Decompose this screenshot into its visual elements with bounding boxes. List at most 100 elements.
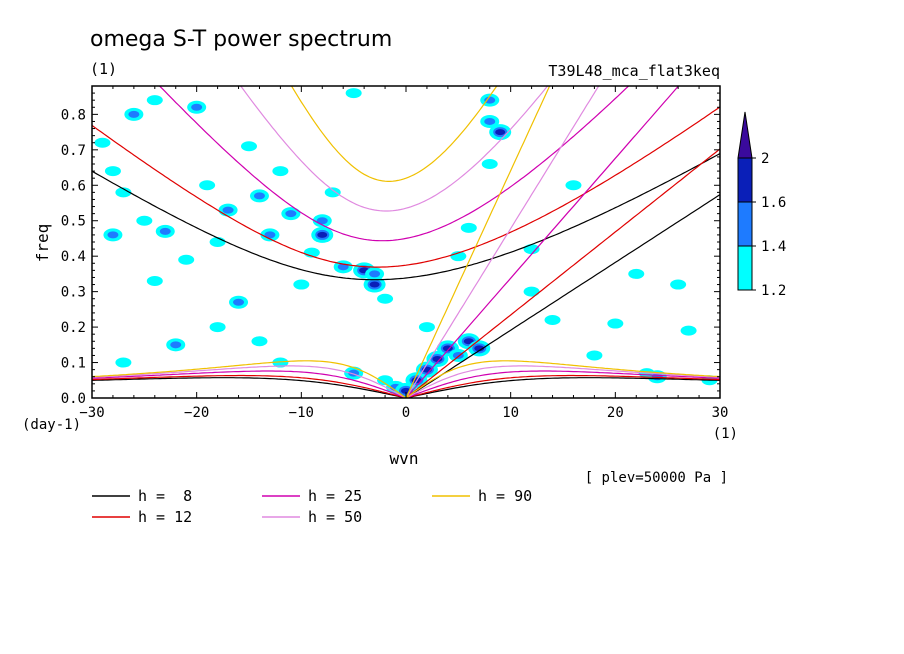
power-blob-level3	[317, 231, 328, 238]
power-blob	[94, 137, 111, 148]
x-tick-label: −20	[184, 405, 209, 421]
power-blob	[460, 222, 477, 233]
plot-area: −30 −20 −10 0 10 20 30 0.0 0.1 0.2 0.3 0.4 0.5 0.6 0.7…	[61, 85, 729, 421]
power-blob-level3	[369, 281, 380, 288]
level-note: [ plev=50000 Pa ]	[585, 470, 728, 486]
power-blob	[209, 322, 226, 333]
power-blob	[272, 357, 289, 368]
power-blob	[241, 141, 257, 152]
power-blob	[115, 357, 132, 368]
power-blob-level2	[253, 192, 265, 200]
colorbar-arrow	[737, 111, 753, 159]
power-blob	[670, 279, 687, 290]
power-blob	[272, 166, 289, 177]
power-blob	[146, 276, 163, 286]
x-tick-label: 20	[607, 405, 624, 421]
y-tick-label: 0.2	[61, 320, 86, 336]
plot-frame	[91, 85, 721, 399]
axis-ticks: −30 −20 −10 0 10 20 30 0.0 0.1 0.2 0.3 0.4 0.5 0.6 0.7…	[61, 86, 729, 421]
power-blob-level2	[128, 110, 140, 118]
y-tick-label: 0.7	[61, 143, 86, 159]
colorbar-segment	[737, 157, 753, 203]
power-blob	[178, 254, 195, 265]
colorbar-label: 1.6	[761, 195, 786, 211]
x-tick-label: 30	[712, 405, 729, 421]
power-blob-level3	[432, 356, 443, 362]
y-tick-label: 0.5	[61, 214, 86, 230]
power-blob	[523, 286, 540, 297]
power-blob-level2	[484, 96, 496, 104]
power-blob	[607, 318, 624, 329]
legend-label: h = 50	[308, 508, 362, 526]
legend-label: h = 8	[138, 487, 192, 505]
power-blob	[324, 187, 341, 198]
colorbar-label: 1.4	[761, 239, 786, 255]
legend-label: h = 12	[138, 508, 192, 526]
power-blob	[293, 279, 310, 290]
colorbar-segment	[737, 245, 753, 291]
power-contours	[94, 88, 718, 398]
y-axis-label: freq	[33, 224, 52, 263]
power-blob-level3	[474, 345, 485, 352]
chart-title: omega S-T power spectrum	[90, 27, 392, 52]
dispersion-curves	[92, 86, 720, 398]
power-blob-level3	[495, 129, 506, 136]
y-units-label: (day-1)	[22, 417, 81, 433]
power-blob-level2	[369, 270, 381, 278]
power-blob	[136, 215, 153, 226]
legend-label: h = 25	[308, 487, 362, 505]
x-tick-label: −10	[289, 405, 314, 421]
dispersion-curve-h12	[92, 106, 720, 398]
x-axis-label: wvn	[390, 449, 419, 468]
colorbar: 2 1.6 1.4 1.2	[737, 111, 786, 299]
power-blob-level2	[264, 231, 276, 239]
x-units-label: (1)	[713, 426, 738, 442]
units-left-label: (1)	[90, 60, 117, 78]
power-blob-level2	[159, 227, 171, 235]
power-blob	[481, 159, 498, 169]
y-tick-label: 0.1	[61, 356, 86, 372]
power-blob	[146, 95, 163, 106]
power-blob-level2	[233, 298, 245, 306]
colorbar-label: 1.2	[761, 283, 786, 299]
y-tick-label: 0.8	[61, 107, 86, 123]
power-blob	[377, 293, 394, 304]
power-blob	[523, 244, 540, 255]
y-tick-label: 0.0	[61, 391, 86, 407]
power-blob-level2	[316, 217, 328, 225]
power-blob	[628, 268, 645, 279]
power-blob	[586, 350, 603, 361]
power-blob	[251, 336, 268, 347]
power-blob	[680, 325, 697, 336]
colorbar-label: 2	[761, 151, 769, 167]
dispersion-curve-h25	[92, 86, 720, 398]
power-blob-level2	[191, 103, 203, 111]
power-blob	[418, 322, 435, 333]
legend: h = 8 h = 12 h = 25 h = 50 h = 90	[92, 487, 532, 526]
power-blob-level2	[222, 206, 234, 214]
power-blob-level2	[170, 341, 182, 349]
experiment-label: T39L48_mca_flat3keq	[548, 62, 720, 80]
power-blob-level2	[484, 117, 496, 125]
y-tick-label: 0.3	[61, 285, 86, 301]
dispersion-curve-h8	[92, 152, 720, 398]
power-blob	[199, 180, 216, 191]
x-tick-label: 10	[502, 405, 519, 421]
dispersion-curve-h90	[92, 86, 720, 398]
power-blob-level3	[463, 338, 474, 345]
y-tick-label: 0.4	[61, 249, 86, 265]
power-blob	[104, 166, 121, 177]
power-blob	[115, 187, 132, 198]
x-tick-label: 0	[402, 405, 410, 421]
power-blob	[345, 88, 362, 99]
power-blob-level2	[285, 210, 297, 218]
power-blob	[565, 180, 582, 191]
power-blob	[544, 315, 561, 325]
colorbar-segment	[737, 201, 753, 247]
power-blob-level2	[107, 231, 119, 239]
y-tick-label: 0.6	[61, 178, 86, 194]
dispersion-curve-h50	[92, 86, 720, 398]
legend-label: h = 90	[478, 487, 532, 505]
x-tick-label: −30	[79, 405, 104, 421]
